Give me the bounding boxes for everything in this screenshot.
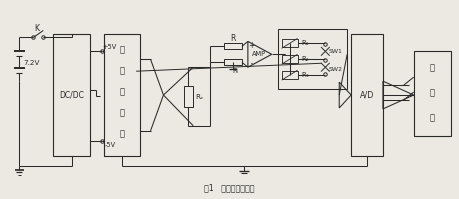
Bar bbox=[104, 34, 140, 156]
Text: 精: 精 bbox=[119, 46, 124, 55]
Text: 机: 机 bbox=[430, 113, 435, 122]
Text: R₂: R₂ bbox=[302, 56, 309, 62]
Text: Rᵢ: Rᵢ bbox=[232, 68, 238, 74]
Text: A/D: A/D bbox=[360, 91, 374, 100]
Text: R₃: R₃ bbox=[302, 72, 309, 78]
Text: ·: · bbox=[250, 58, 254, 71]
Bar bbox=[351, 34, 383, 156]
Text: 源: 源 bbox=[119, 129, 124, 138]
Text: +: + bbox=[249, 41, 255, 50]
Text: +5V: +5V bbox=[103, 44, 117, 50]
Text: 恒: 恒 bbox=[119, 88, 124, 97]
Text: K: K bbox=[34, 24, 39, 33]
Text: Rₓ: Rₓ bbox=[195, 94, 203, 100]
Text: 片: 片 bbox=[430, 89, 435, 98]
Bar bbox=[53, 34, 90, 156]
Text: -5V: -5V bbox=[104, 142, 115, 148]
Bar bbox=[282, 55, 297, 63]
Bar bbox=[184, 86, 193, 107]
Text: DC/DC: DC/DC bbox=[59, 91, 84, 100]
Text: 图1   仪器组成原理图: 图1 仪器组成原理图 bbox=[204, 183, 254, 192]
Text: SW2: SW2 bbox=[328, 67, 342, 72]
Text: R₁: R₁ bbox=[302, 40, 309, 46]
Bar bbox=[224, 43, 242, 49]
Bar bbox=[414, 51, 452, 136]
Bar bbox=[278, 29, 347, 89]
Text: 7.2V: 7.2V bbox=[23, 60, 39, 66]
Bar bbox=[282, 39, 297, 47]
Bar bbox=[224, 59, 242, 65]
Text: 密: 密 bbox=[119, 67, 124, 76]
Text: R: R bbox=[230, 34, 235, 43]
Text: 流: 流 bbox=[119, 108, 124, 117]
Bar bbox=[282, 71, 297, 79]
Text: SW1: SW1 bbox=[328, 49, 342, 54]
Text: AMP: AMP bbox=[252, 51, 266, 57]
Text: 单: 单 bbox=[430, 64, 435, 73]
